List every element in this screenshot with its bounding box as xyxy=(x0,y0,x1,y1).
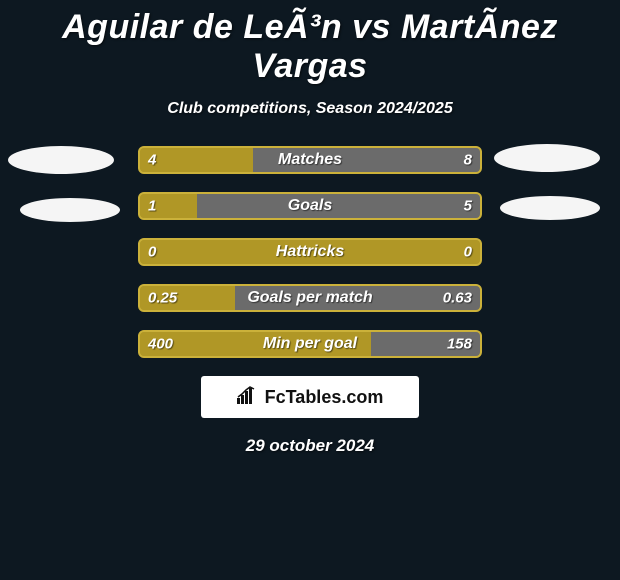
fctables-logo-icon xyxy=(237,386,259,409)
stat-value-left: 0 xyxy=(148,244,156,261)
stat-value-left: 4 xyxy=(148,152,156,169)
page-title: Aguilar de LeÃ³n vs MartÃ­nez Vargas xyxy=(0,0,620,86)
stat-row-goals-per-match: 0.25 Goals per match 0.63 xyxy=(138,284,482,312)
stat-row-hattricks: 0 Hattricks 0 xyxy=(138,238,482,266)
stat-metric-label: Goals per match xyxy=(247,289,372,307)
compare-area: 4 Matches 8 1 Goals 5 0 Hattricks 0 xyxy=(0,146,620,456)
player-right-photo-placeholder xyxy=(494,144,600,172)
stat-value-left: 400 xyxy=(148,336,173,353)
stat-value-right: 5 xyxy=(464,198,472,215)
stat-bar-left xyxy=(140,148,253,172)
stat-value-right: 8 xyxy=(464,152,472,169)
player-left-badge-placeholder xyxy=(20,198,120,222)
comparison-infographic: Aguilar de LeÃ³n vs MartÃ­nez Vargas Clu… xyxy=(0,0,620,580)
stat-bar-right xyxy=(197,194,480,218)
stat-metric-label: Matches xyxy=(278,151,342,169)
stat-value-left: 1 xyxy=(148,198,156,215)
stat-value-right: 158 xyxy=(447,336,472,353)
stat-metric-label: Hattricks xyxy=(276,243,344,261)
stat-row-matches: 4 Matches 8 xyxy=(138,146,482,174)
stat-value-right: 0.63 xyxy=(443,290,472,307)
player-right-badge-placeholder xyxy=(500,196,600,220)
snapshot-date: 29 october 2024 xyxy=(0,436,620,456)
stat-bar-list: 4 Matches 8 1 Goals 5 0 Hattricks 0 xyxy=(138,146,482,358)
stat-row-goals: 1 Goals 5 xyxy=(138,192,482,220)
stat-metric-label: Min per goal xyxy=(263,335,357,353)
stat-value-right: 0 xyxy=(464,244,472,261)
stat-row-min-per-goal: 400 Min per goal 158 xyxy=(138,330,482,358)
branding-text: FcTables.com xyxy=(265,387,384,408)
page-subtitle: Club competitions, Season 2024/2025 xyxy=(0,100,620,118)
branding-badge[interactable]: FcTables.com xyxy=(201,376,419,418)
player-left-photo-placeholder xyxy=(8,146,114,174)
stat-metric-label: Goals xyxy=(288,197,332,215)
stat-value-left: 0.25 xyxy=(148,290,177,307)
